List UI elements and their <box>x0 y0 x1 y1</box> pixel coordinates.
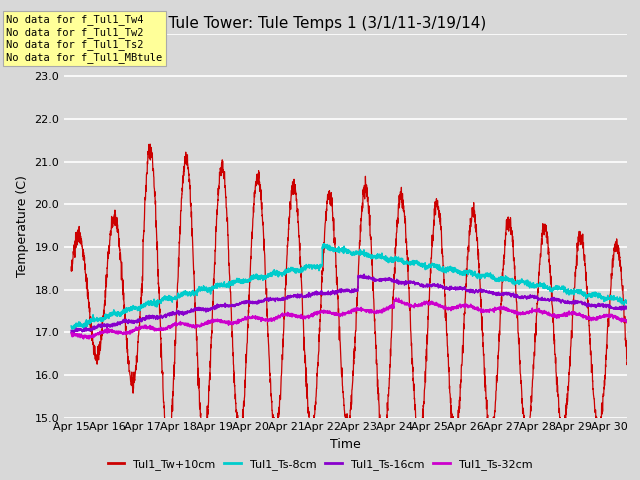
Text: No data for f_Tul1_Tw4
No data for f_Tul1_Tw2
No data for f_Tul1_Ts2
No data for: No data for f_Tul1_Tw4 No data for f_Tul… <box>6 14 163 63</box>
Legend: Tul1_Tw+10cm, Tul1_Ts-8cm, Tul1_Ts-16cm, Tul1_Ts-32cm: Tul1_Tw+10cm, Tul1_Ts-8cm, Tul1_Ts-16cm,… <box>103 455 537 474</box>
Y-axis label: Temperature (C): Temperature (C) <box>16 175 29 276</box>
X-axis label: Time: Time <box>330 438 361 451</box>
Text: MB Tule Tower: Tule Temps 1 (3/1/11-3/19/14): MB Tule Tower: Tule Temps 1 (3/1/11-3/19… <box>140 16 486 31</box>
